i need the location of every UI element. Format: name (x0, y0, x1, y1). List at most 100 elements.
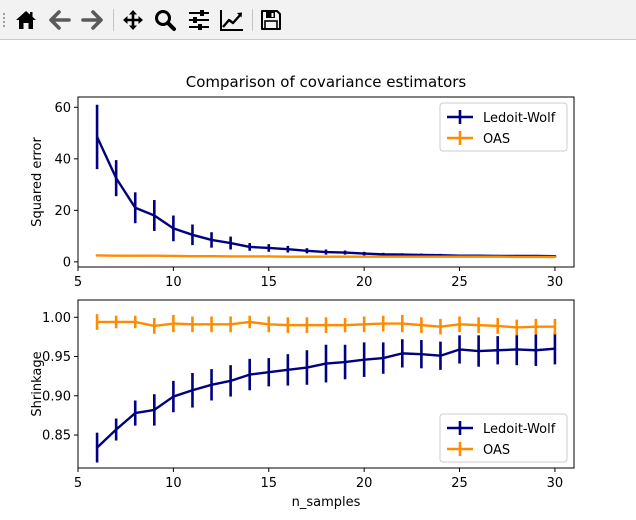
floppy-disk-icon (261, 10, 281, 30)
data-point (248, 320, 251, 324)
data-point (114, 254, 118, 257)
data-point (382, 253, 385, 256)
data-point (382, 255, 385, 258)
data-point (420, 255, 423, 258)
data-point (401, 255, 404, 258)
data-point (534, 325, 538, 328)
x-tick-label: 20 (356, 275, 373, 290)
data-point (439, 325, 442, 328)
toolbar-separator (252, 9, 253, 31)
data-point (343, 251, 347, 254)
data-point (382, 356, 385, 360)
data-point (248, 255, 251, 258)
move-icon (123, 10, 143, 30)
data-point (496, 324, 499, 328)
data-point (267, 255, 270, 258)
x-tick-label: 15 (260, 476, 277, 491)
data-point (229, 255, 232, 258)
data-point (305, 366, 309, 369)
data-point (191, 233, 194, 237)
data-point (114, 428, 118, 431)
data-point (134, 254, 137, 257)
data-point (439, 255, 442, 258)
line-chart-icon (220, 10, 243, 31)
data-point (153, 408, 156, 412)
y-tick-label: 0 (63, 255, 71, 270)
data-point (191, 389, 194, 392)
zoom-button[interactable] (152, 7, 178, 33)
axes-frame (77, 299, 575, 469)
data-point (134, 206, 137, 209)
data-point (324, 362, 328, 365)
data-point (362, 252, 366, 255)
legend-label: Ledoit-Wolf (483, 422, 556, 437)
data-point (95, 446, 99, 449)
axes-frame (77, 96, 575, 268)
home-icon (16, 11, 36, 29)
data-point (515, 348, 518, 351)
data-point (95, 254, 99, 257)
data-point (343, 323, 347, 327)
data-point (114, 176, 118, 180)
data-point (286, 248, 290, 251)
y-tick-label: 1.00 (42, 311, 71, 326)
series-line-ledoit-wolf (95, 136, 555, 258)
data-point (114, 320, 118, 324)
data-point (134, 320, 137, 324)
sliders-icon (189, 10, 209, 30)
data-point (267, 246, 270, 250)
y-tick-label: 0.95 (42, 350, 71, 365)
x-axis-label: n_samples (292, 495, 361, 510)
toolbar-grip (2, 12, 6, 28)
x-tick-label: 10 (165, 476, 182, 491)
data-point (401, 352, 404, 355)
arrow-left-icon (49, 10, 71, 30)
data-point (153, 324, 156, 328)
data-point (439, 354, 442, 357)
data-point (210, 254, 213, 258)
data-point (248, 245, 251, 249)
pan-button[interactable] (120, 7, 146, 33)
data-point (267, 371, 270, 374)
save-button[interactable] (258, 7, 284, 33)
data-point (401, 253, 404, 256)
y-tick-label: 0.85 (42, 429, 71, 444)
data-point (324, 250, 328, 254)
data-point (343, 255, 347, 258)
data-point (305, 249, 309, 252)
data-point (420, 352, 423, 356)
back-button[interactable] (47, 7, 73, 33)
x-tick-label: 5 (74, 275, 82, 290)
data-point (553, 347, 557, 350)
home-button[interactable] (13, 7, 39, 33)
data-point (305, 255, 309, 258)
data-point (229, 241, 232, 245)
forward-button[interactable] (79, 7, 105, 33)
legend-label: OAS (483, 443, 510, 458)
edit-axes-button[interactable] (219, 7, 245, 33)
data-point (229, 323, 232, 326)
toolbar (0, 0, 636, 40)
configure-subplots-button[interactable] (186, 7, 212, 33)
data-point (515, 255, 518, 259)
data-point (362, 323, 366, 326)
data-point (477, 323, 480, 327)
data-point (95, 135, 99, 139)
data-point (210, 323, 213, 326)
data-point (515, 326, 518, 329)
data-point (286, 368, 290, 372)
data-point (553, 325, 557, 328)
y-tick-label: 20 (54, 204, 71, 219)
data-point (420, 323, 423, 327)
data-point (191, 323, 194, 326)
data-point (458, 323, 461, 326)
y-axis-label: Shrinkage (30, 351, 45, 416)
data-point (477, 349, 480, 353)
data-point (477, 255, 480, 258)
y-tick-label: 60 (54, 101, 71, 116)
data-point (324, 323, 328, 327)
data-point (172, 395, 175, 398)
x-tick-label: 25 (451, 476, 468, 491)
data-point (362, 255, 366, 258)
x-tick-label: 15 (260, 275, 277, 290)
